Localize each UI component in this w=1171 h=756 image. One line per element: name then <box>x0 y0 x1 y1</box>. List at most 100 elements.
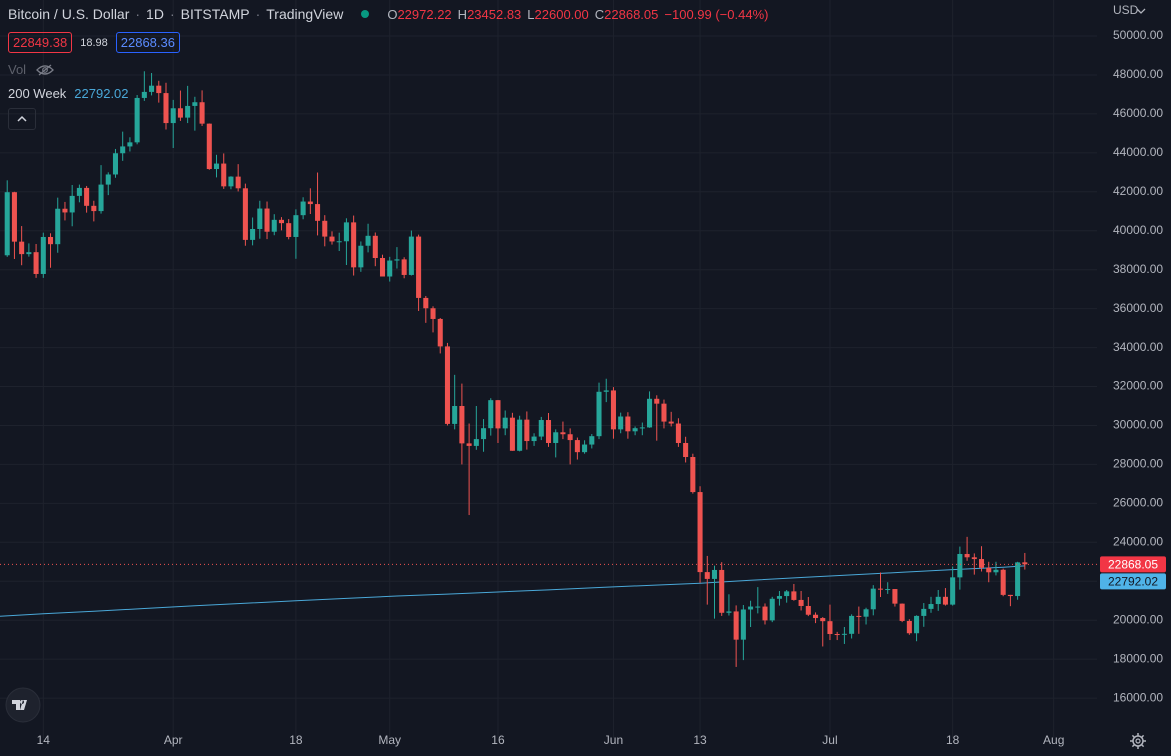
candle-body <box>798 599 804 606</box>
candle-body <box>964 553 970 558</box>
candle-body <box>639 427 645 429</box>
candle-body <box>271 219 277 232</box>
candle-body <box>76 187 82 196</box>
ohlc-value: 22868.05 <box>604 6 659 22</box>
price-badge <box>1100 556 1166 573</box>
candle-body <box>11 192 17 242</box>
symbol[interactable]: Bitcoin / U.S. Dollar <box>8 6 130 22</box>
candle-body <box>776 596 782 599</box>
indicator-name[interactable]: 200 Week <box>8 86 67 101</box>
candle-body <box>278 219 284 224</box>
ohlc-key: O <box>387 6 398 22</box>
candle-body <box>740 609 746 640</box>
candle-body <box>365 235 371 246</box>
ohlc-key: H <box>457 6 468 22</box>
y-tick-label: 24000.00 <box>1113 534 1163 548</box>
collapse-button[interactable] <box>8 108 36 130</box>
ohlc-value: 23452.83 <box>467 6 522 22</box>
candle-body <box>719 569 725 613</box>
spread: 18.98 <box>80 36 108 49</box>
candle-body <box>134 97 140 143</box>
interval[interactable]: 1D <box>146 6 164 22</box>
candle-body <box>452 405 458 424</box>
candle-body <box>163 93 169 124</box>
candle-body <box>769 598 775 621</box>
candle-body <box>762 606 768 621</box>
ohlc-key: C <box>594 6 605 22</box>
candle-body <box>33 252 39 274</box>
price-badge-label: 22868.05 <box>1108 558 1158 572</box>
candle-body <box>408 236 414 275</box>
candle-body <box>336 241 342 243</box>
candle-body <box>488 400 494 429</box>
candle-body <box>957 553 963 578</box>
market-status[interactable] <box>361 10 370 18</box>
candle-body <box>40 236 46 274</box>
candle-body <box>149 85 155 92</box>
currency-dropdown[interactable] <box>1136 8 1146 14</box>
candle-body <box>322 220 328 237</box>
candle-body <box>820 618 826 622</box>
candle-body <box>213 163 220 170</box>
candle-body <box>495 400 501 429</box>
candle-body <box>141 91 147 98</box>
tradingview-logo[interactable] <box>5 687 41 723</box>
candle-body <box>625 416 631 432</box>
candle-body <box>979 559 985 568</box>
candle-body <box>379 258 386 277</box>
separator: · <box>255 6 261 22</box>
settings-gear[interactable] <box>1130 733 1146 749</box>
x-tick-label: 13 <box>693 733 707 747</box>
ohlc-key: L <box>527 6 535 22</box>
candle-body <box>26 252 32 255</box>
legend-header: Bitcoin / U.S. Dollar · 1D · BITSTAMP · Tra… <box>8 6 768 22</box>
separator: · <box>135 6 141 22</box>
candle-body <box>697 492 703 573</box>
currency[interactable]: USD <box>1113 3 1139 17</box>
candle-body <box>748 606 754 610</box>
y-tick-label: 38000.00 <box>1113 262 1163 276</box>
x-tick-label: 14 <box>37 733 51 747</box>
candle-body <box>675 423 681 443</box>
candle-body <box>531 436 537 442</box>
y-tick-label: 18000.00 <box>1113 651 1163 665</box>
ask[interactable]: 22868.36 <box>115 32 180 53</box>
candle-body <box>307 201 313 205</box>
candle-body <box>437 318 443 347</box>
candle-body <box>942 596 948 605</box>
candle-body <box>726 611 732 613</box>
candle-body <box>827 621 833 635</box>
candle-body <box>120 146 126 154</box>
candle-body <box>986 567 992 573</box>
candle-body <box>127 142 133 147</box>
candle-body <box>877 588 884 590</box>
price-axis: 16000.0018000.0020000.0022000.0024000.00… <box>37 0 1171 756</box>
candle-body <box>914 615 920 634</box>
bid[interactable]: 22849.38 <box>8 32 73 53</box>
y-tick-label: 20000.00 <box>1113 612 1163 626</box>
candle-body <box>112 153 118 175</box>
x-tick-label: May <box>378 733 401 747</box>
volume-row: Vol <box>8 62 54 77</box>
candle-body <box>813 614 819 619</box>
hidden-icon[interactable] <box>36 63 54 77</box>
price-axis-bg <box>1097 0 1171 756</box>
candle-body <box>971 557 977 560</box>
candle-body <box>423 297 429 309</box>
x-tick-label: Jun <box>604 733 623 747</box>
candle-body <box>387 260 393 277</box>
candle-body <box>55 208 61 245</box>
candle-body <box>567 434 573 441</box>
candle-body <box>950 577 956 605</box>
candle-body <box>343 222 349 242</box>
candle-body <box>264 208 270 232</box>
candle-body <box>199 102 205 124</box>
candle-body <box>509 417 515 451</box>
x-tick-label: Jul <box>822 733 837 747</box>
candle-body <box>661 403 667 422</box>
candle-body <box>19 241 25 255</box>
candle-body <box>589 436 595 445</box>
candle-body <box>372 235 378 259</box>
candle-body <box>84 187 90 206</box>
